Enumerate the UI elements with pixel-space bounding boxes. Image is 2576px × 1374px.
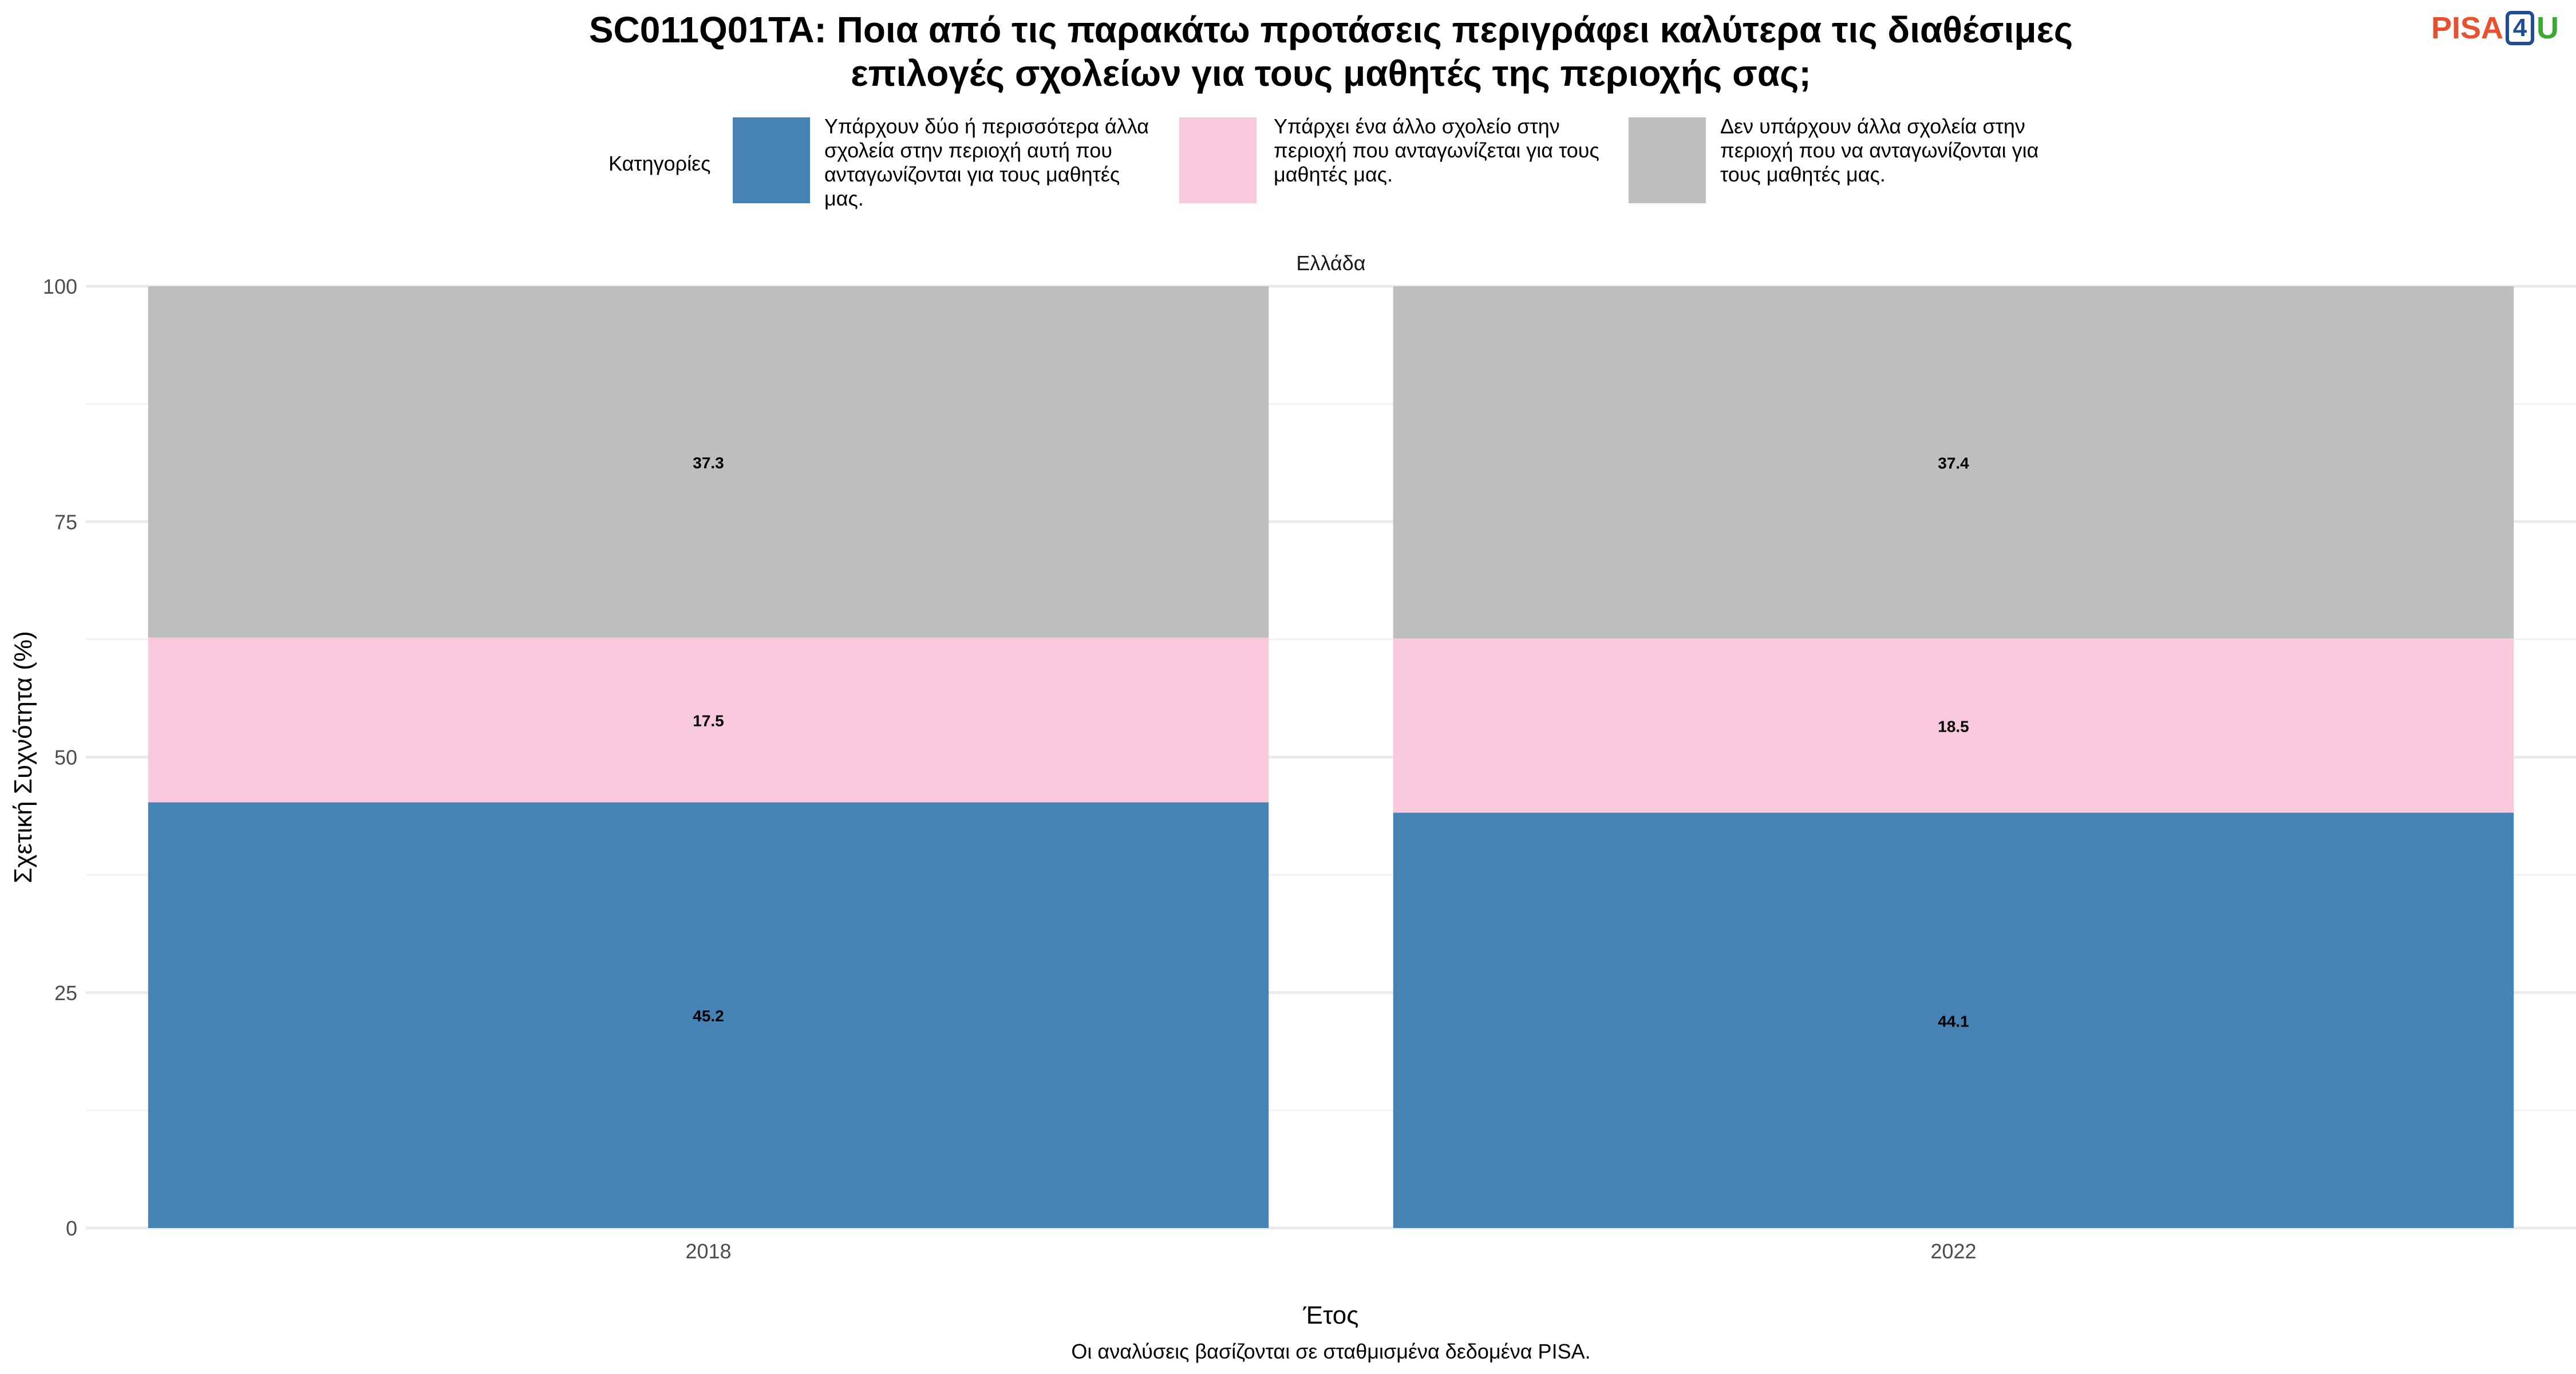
bar-segment-2018-series-2: [148, 637, 1269, 803]
y-tick-label: 25: [54, 981, 77, 1005]
facet-label: Ελλάδα: [1296, 251, 1365, 275]
legend-title: Κατηγορίες: [609, 152, 711, 175]
bar-segment-2022-series-1: [1393, 812, 2514, 1228]
y-tick-label: 75: [54, 510, 77, 534]
legend-key-no-other-schools: [1629, 117, 1706, 203]
bar-segments: [148, 286, 2514, 1228]
logo-text-u: U: [2537, 11, 2559, 45]
chart-title: SC011Q01TA: Ποια από τις παρακάτω προτάσ…: [0, 8, 2576, 95]
legend-label-no-other-schools: Δεν υπάρχουν άλλα σχολεία στην περιοχή π…: [1720, 114, 2039, 186]
legend-label-two-or-more-schools: Υπάρχουν δύο ή περισσότερα άλλα σχολεία …: [824, 114, 1149, 210]
bar-segment-2018-series-3: [148, 286, 1269, 638]
data-label-2022-series-2: 18.5: [1938, 717, 1969, 735]
bar-segment-2022-series-3: [1393, 286, 2514, 639]
chart-title-line-1: SC011Q01TA: Ποια από τις παρακάτω προτάσ…: [588, 9, 2073, 50]
data-label-2018-series-2: 17.5: [693, 712, 724, 730]
chart-title-line-2: επιλογές σχολείων για τους μαθητές της π…: [851, 53, 1811, 94]
pisa4u-logo: PISA 4 U: [2431, 8, 2559, 48]
logo-text-4: 4: [2506, 11, 2534, 45]
x-tick-label-2018: 2018: [685, 1239, 731, 1263]
y-tick-label: 100: [43, 275, 77, 298]
y-tick-label: 0: [66, 1217, 77, 1240]
x-axis-title: Έτος: [1303, 1301, 1359, 1329]
legend-key-one-other-school: [1179, 117, 1257, 203]
y-axis-title: Σχετική Συχνότητα (%): [9, 631, 37, 883]
y-tick-label: 50: [54, 746, 77, 769]
data-label-2022-series-1: 44.1: [1938, 1012, 1969, 1030]
bar-segment-2018-series-1: [148, 802, 1269, 1228]
data-labels: 45.2 17.5 37.3 44.1 18.5 37.4: [693, 454, 1969, 1030]
legend-key-two-or-more-schools: [733, 117, 810, 203]
legend-label-one-other-school: Υπάρχει ένα άλλο σχολείο στην περιοχή πο…: [1274, 114, 1599, 186]
x-tick-label-2022: 2022: [1930, 1239, 1976, 1263]
footnote: Οι αναλύσεις βασίζονται σε σταθμισμένα δ…: [1071, 1340, 1591, 1363]
logo-text-pisa: PISA: [2431, 11, 2503, 45]
axes: 0 25 50 75 100 2018 2022 Ελλάδα Έτος Σχετική Συχν…: [9, 251, 1977, 1329]
data-label-2022-series-3: 37.4: [1938, 455, 1969, 472]
bar-segment-2022-series-2: [1393, 638, 2514, 813]
data-label-2018-series-1: 45.2: [693, 1007, 724, 1025]
data-label-2018-series-3: 37.3: [693, 454, 724, 472]
